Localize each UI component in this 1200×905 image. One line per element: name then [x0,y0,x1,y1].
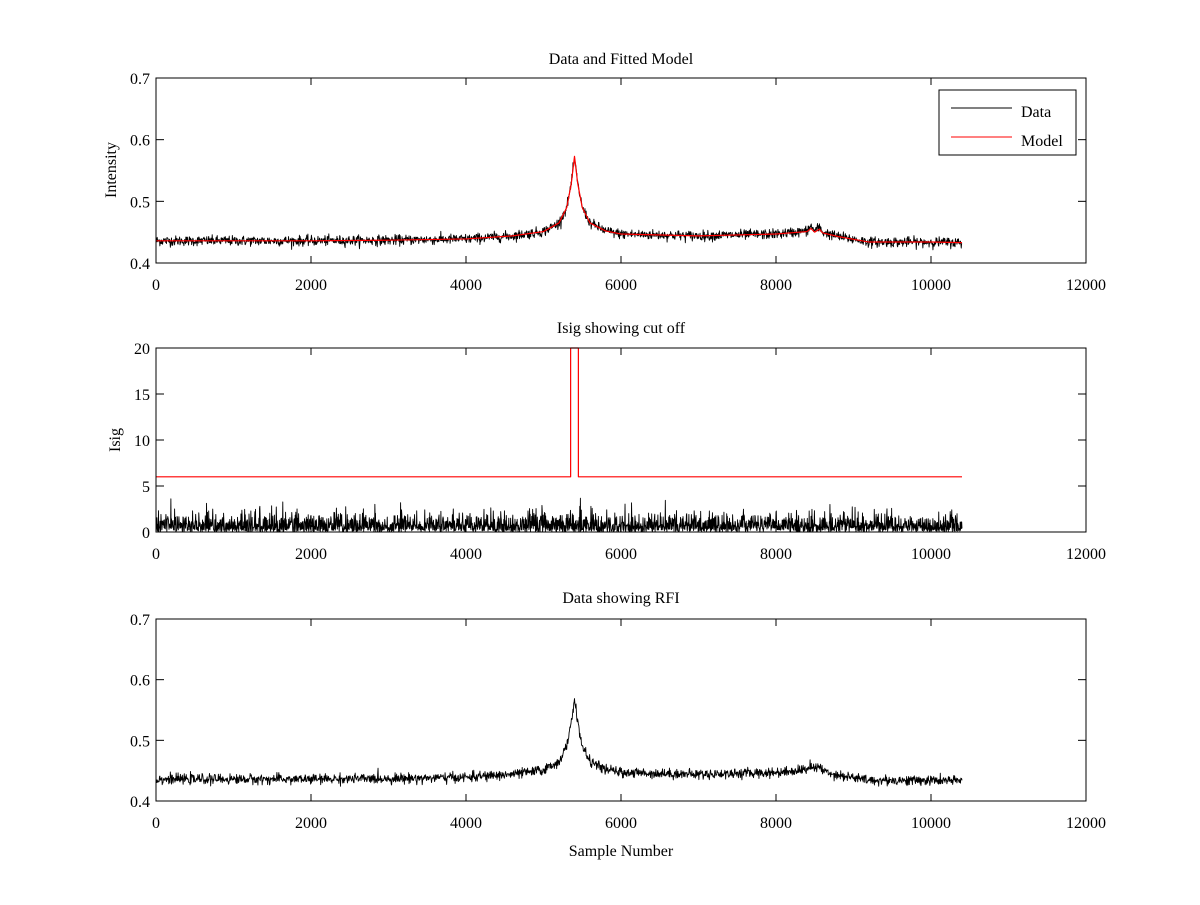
panel-1-lines [155,347,963,533]
panel-1-title: Isig showing cut off [557,320,686,337]
x-tick-label: 2000 [295,815,327,832]
panel-1-ylabel: Isig [107,428,124,452]
x-tick-label: 12000 [1066,546,1106,563]
y-tick-label: 10 [134,433,150,450]
y-tick-label: 0.4 [130,256,150,273]
legend: Data Model [938,89,1077,156]
series-line-isig [155,497,963,533]
legend-model-label: Model [1021,133,1063,150]
y-tick-label: 0 [142,525,150,542]
x-tick-label: 0 [152,815,160,832]
x-tick-label: 2000 [295,546,327,563]
x-tick-label: 8000 [760,546,792,563]
y-tick-label: 0.6 [130,673,150,690]
panel-2-ticks: 0 2000 4000 6000 8000 10000 12000 0.4 0.5 0.6 0.7 [130,612,1106,832]
panel-data-showing-rfi: 0 2000 4000 6000 8000 10000 120000.40.50.60.7 … [130,590,1106,860]
x-tick-label: 10000 [911,546,951,563]
x-tick-label: 12000 [1066,815,1106,832]
x-tick-label: 10000 [911,815,951,832]
panel-2-title: Data showing RFI [562,590,679,607]
panel-data-and-fitted-model: 0 2000 4000 6000 8000 10000 120000.40.50.60.7 … [103,51,1106,294]
x-tick-label: 4000 [450,546,482,563]
series-line-model [156,155,963,244]
y-tick-label: 20 [134,341,150,358]
panel-0-title: Data and Fitted Model [549,51,694,68]
x-tick-label: 12000 [1066,277,1106,294]
panel-2-axes-frame [155,618,1087,802]
x-tick-label: 6000 [605,277,637,294]
series-line-data [155,698,963,787]
y-tick-label: 0.7 [130,612,150,629]
panel-0-ticks: 0 2000 4000 6000 8000 10000 12000 0.4 0.5 0.6 0.7 [130,71,1106,294]
panel-2-xlabel: Sample Number [569,843,674,860]
y-tick-label: 15 [134,387,150,404]
x-tick-label: 10000 [911,277,951,294]
x-tick-label: 8000 [760,815,792,832]
panel-1-axes-frame [155,347,1087,533]
x-tick-label: 6000 [605,815,637,832]
panel-0-ylabel: Intensity [103,142,120,198]
x-tick-label: 4000 [450,277,482,294]
y-tick-label: 0.6 [130,133,150,150]
y-tick-label: 0.7 [130,71,150,88]
x-tick-label: 2000 [295,277,327,294]
legend-box [938,89,1077,156]
panel-0-lines [155,155,963,251]
x-tick-label: 6000 [605,546,637,563]
x-tick-label: 8000 [760,277,792,294]
panel-isig-showing-cut-off: 0 2000 4000 6000 8000 10000 12000 0 5 10 15 20 Isig… [107,320,1106,563]
panel-2-lines [155,698,963,787]
x-tick-label: 0 [152,277,160,294]
legend-data-label: Data [1021,104,1051,121]
y-tick-label: 0.5 [130,194,150,211]
series-line-cut-off [156,347,962,478]
y-tick-label: 0.5 [130,733,150,750]
x-tick-label: 4000 [450,815,482,832]
x-tick-label: 0 [152,546,160,563]
series-line-data [155,157,963,251]
panel-1-ticks: 0 2000 4000 6000 8000 10000 12000 0 5 10 15 20 [134,341,1106,563]
y-tick-label: 0.4 [130,794,150,811]
y-tick-label: 5 [142,479,150,496]
